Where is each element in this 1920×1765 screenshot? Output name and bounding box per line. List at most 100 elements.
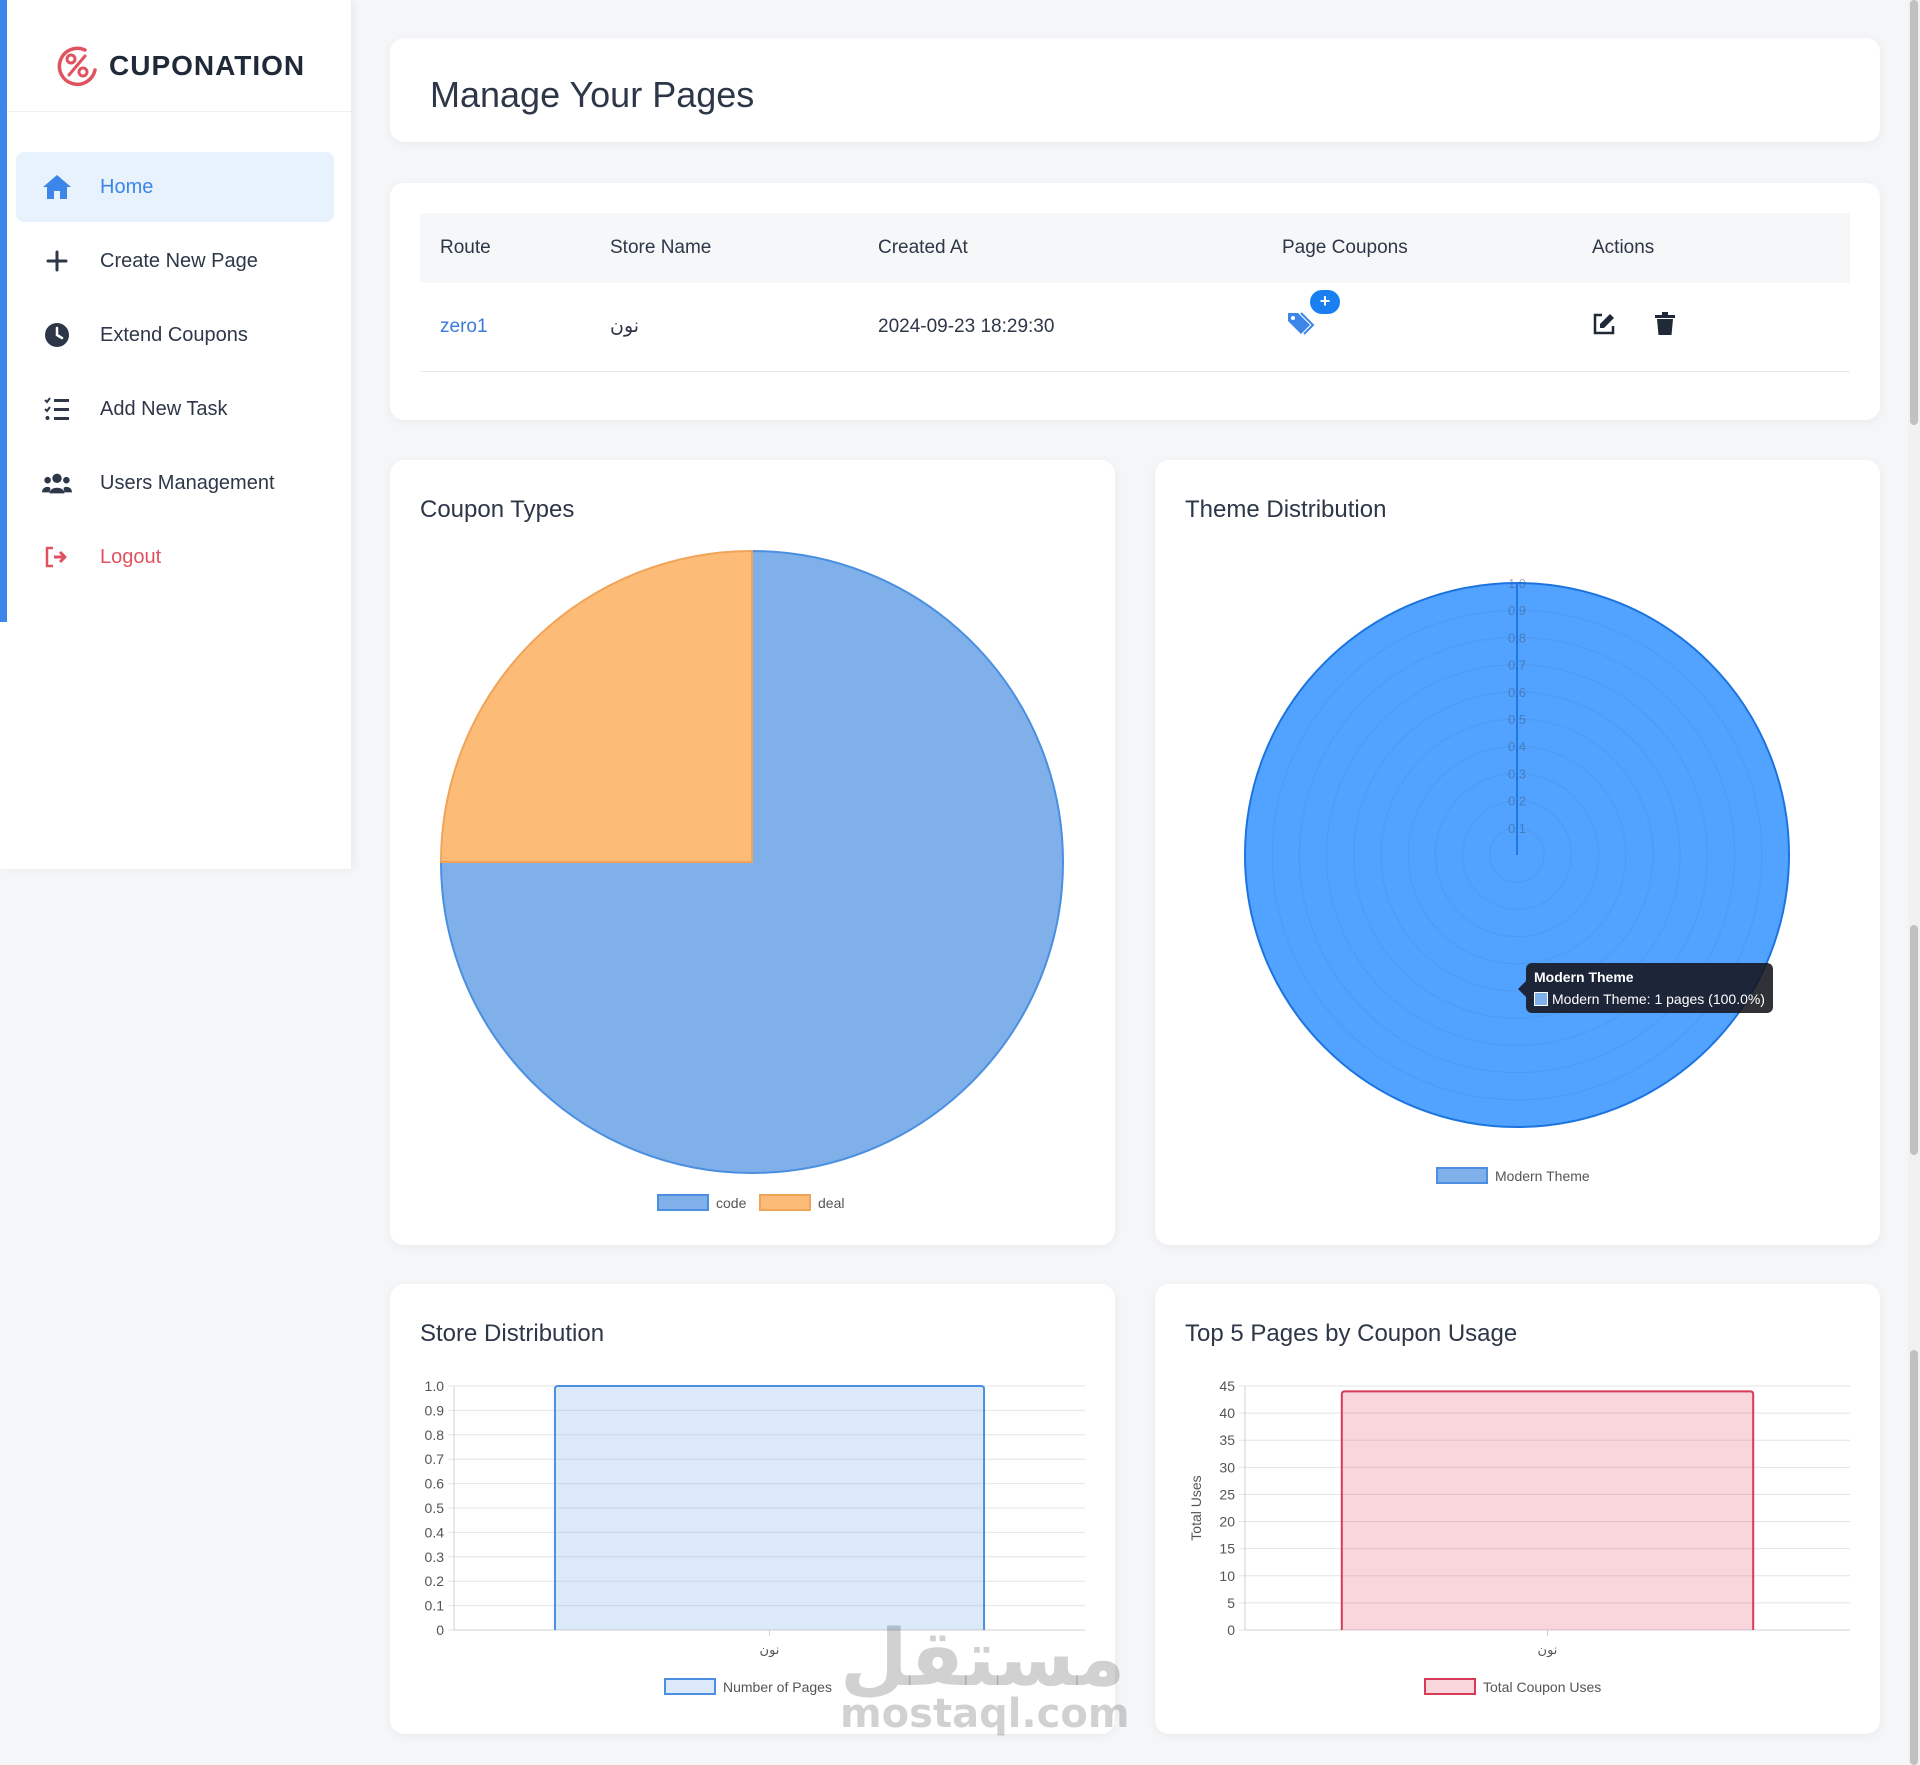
legend-swatch-modern-theme <box>1436 1167 1488 1184</box>
scrollbar-thumb[interactable] <box>1910 0 1918 425</box>
edit-icon[interactable] <box>1592 312 1616 342</box>
pages-table: Route Store Name Created At Page Coupons… <box>420 213 1850 372</box>
store-distribution-card: Store Distribution 0 0.1 0.2 0.3 0.4 0.5 0.6 0.… <box>390 1284 1115 1734</box>
store-distribution-bar-chart: 0 0.1 0.2 0.3 0.4 0.5 0.6 0.7 0.8 0.9 1.0 نون Number… <box>425 1378 1085 1695</box>
legend-label-deal: deal <box>818 1195 844 1211</box>
y-tick-label: 0.9 <box>425 1402 445 1418</box>
polar-tick-label: 0.1 <box>1508 821 1526 836</box>
pie-slice-deal <box>439 549 753 863</box>
legend-label: Number of Pages <box>723 1679 832 1695</box>
sidebar-item-label: Logout <box>100 545 162 568</box>
y-tick-label: 15 <box>1219 1541 1235 1557</box>
coupon-types-card: Coupon Types code deal <box>390 460 1115 1245</box>
watermark-arabic: مستقل <box>840 1614 1126 1704</box>
y-tick-label: 40 <box>1219 1405 1235 1421</box>
y-tick-label: 0.5 <box>425 1500 445 1516</box>
y-tick-label: 0.4 <box>425 1524 445 1540</box>
store-name-cell: نون <box>590 283 858 372</box>
y-tick-label: 25 <box>1219 1486 1235 1502</box>
route-link[interactable]: zero1 <box>440 315 488 337</box>
sidebar-item-label: Create New Page <box>100 249 258 272</box>
page-title: Manage Your Pages <box>430 74 755 115</box>
scrollbar-thumb[interactable] <box>1910 925 1918 1155</box>
theme-polar-chart: 0.1 0.2 0.3 0.4 0.5 0.6 0.7 0.8 0.9 1.0 Modern The… <box>1244 576 1790 1184</box>
y-tick-label: 1.0 <box>425 1378 445 1394</box>
users-icon <box>42 468 72 498</box>
sidebar-item-logout[interactable]: Logout <box>16 522 334 592</box>
scrollbar-thumb[interactable] <box>1910 1350 1918 1765</box>
coupons-button[interactable]: + <box>1282 289 1342 344</box>
chart-title: Coupon Types <box>420 496 575 523</box>
polar-tick-label: 0.7 <box>1508 658 1526 673</box>
pie-slice-code <box>439 549 1064 1174</box>
y-tick-label: 0.6 <box>425 1476 445 1492</box>
legend-label-modern-theme: Modern Theme <box>1495 1168 1590 1184</box>
y-tick-label: 10 <box>1219 1568 1235 1584</box>
tasks-icon <box>42 394 72 424</box>
legend-swatch <box>664 1678 716 1695</box>
sidebar: CUPONATION Home Create New Page Extend C… <box>0 0 351 869</box>
pages-table-card: Route Store Name Created At Page Coupons… <box>390 183 1880 420</box>
sidebar-item-label: Users Management <box>100 471 275 494</box>
divider <box>7 111 351 112</box>
tooltip-swatch <box>1534 992 1548 1006</box>
tooltip-caret <box>1518 981 1526 997</box>
column-header-route: Route <box>440 237 491 258</box>
y-tick-label: 0.1 <box>425 1598 445 1614</box>
tags-icon <box>1288 312 1315 335</box>
brand-name: CUPONATION <box>109 50 306 81</box>
y-axis-label: Total Uses <box>1188 1475 1204 1540</box>
add-coupon-badge[interactable]: + <box>1310 289 1340 314</box>
watermark: مستقل mostaql.com <box>840 1620 1130 1734</box>
polar-tick-label: 0.2 <box>1508 794 1526 809</box>
home-icon <box>42 172 72 202</box>
polar-tick-label: 1.0 <box>1508 576 1526 591</box>
polar-tick-label: 0.6 <box>1508 685 1526 700</box>
legend-swatch-code <box>657 1194 709 1211</box>
sidebar-accent-bar <box>0 0 7 622</box>
logout-icon <box>42 542 72 572</box>
sidebar-item-label: Extend Coupons <box>100 323 248 346</box>
watermark-latin: mostaql.com <box>840 1691 1130 1737</box>
chart-title: Store Distribution <box>420 1320 605 1347</box>
tooltip-title: Modern Theme <box>1534 969 1634 985</box>
tooltip-row: Modern Theme: 1 pages (100.0%) <box>1534 991 1765 1007</box>
column-header-actions: Actions <box>1592 237 1655 258</box>
percent-logo-icon <box>57 46 97 87</box>
sidebar-item-create-new-page[interactable]: Create New Page <box>16 226 334 296</box>
y-tick-label: 45 <box>1219 1378 1235 1394</box>
brand-logo[interactable]: CUPONATION <box>55 44 305 88</box>
top-pages-bar-chart: 0 5 10 15 20 25 30 35 40 45 نون Total Uses Total Cou… <box>1188 1378 1850 1695</box>
sidebar-item-label: Add New Task <box>100 397 228 420</box>
sidebar-item-add-new-task[interactable]: Add New Task <box>16 374 334 444</box>
coupon-types-pie-chart: code deal <box>439 549 1064 1211</box>
y-tick-label: 30 <box>1219 1459 1235 1475</box>
theme-distribution-card: Theme Distribution 0.1 0.2 0.3 0.4 0.5 0.6 0.7… <box>1155 460 1880 1245</box>
column-header-store-name: Store Name <box>610 237 712 258</box>
sidebar-nav: Home Create New Page Extend Coupons Add … <box>16 152 334 596</box>
y-tick-label: 0.7 <box>425 1451 445 1467</box>
y-tick-label: 0 <box>436 1622 444 1638</box>
sidebar-item-extend-coupons[interactable]: Extend Coupons <box>16 300 334 370</box>
top-pages-card: Top 5 Pages by Coupon Usage 0 5 10 15 20 25 30… <box>1155 1284 1880 1734</box>
chart-title: Top 5 Pages by Coupon Usage <box>1185 1320 1518 1347</box>
trash-icon[interactable] <box>1654 311 1676 342</box>
page-scrollbar[interactable] <box>1908 0 1920 1765</box>
polar-tick-label: 0.3 <box>1508 766 1526 781</box>
polar-tick-label: 0.5 <box>1508 712 1526 727</box>
tooltip-text: Modern Theme: 1 pages (100.0%) <box>1552 991 1765 1007</box>
polar-tick-label: 0.8 <box>1508 630 1526 645</box>
table-row: zero1 نون 2024-09-23 18:29:30 + <box>420 283 1850 372</box>
chart-title: Theme Distribution <box>1185 496 1387 523</box>
sidebar-item-users-management[interactable]: Users Management <box>16 448 334 518</box>
y-tick-label: 0.3 <box>425 1549 445 1565</box>
legend-swatch <box>1424 1678 1476 1695</box>
sidebar-item-home[interactable]: Home <box>16 152 334 222</box>
polar-tick-label: 0.4 <box>1508 739 1526 754</box>
column-header-created-at: Created At <box>878 237 968 258</box>
legend-swatch-deal <box>759 1194 811 1211</box>
y-tick-label: 0.8 <box>425 1427 445 1443</box>
sidebar-item-label: Home <box>100 175 154 198</box>
page-coupons-cell: + <box>1262 283 1572 372</box>
x-tick-label: نون <box>1538 1643 1558 1658</box>
